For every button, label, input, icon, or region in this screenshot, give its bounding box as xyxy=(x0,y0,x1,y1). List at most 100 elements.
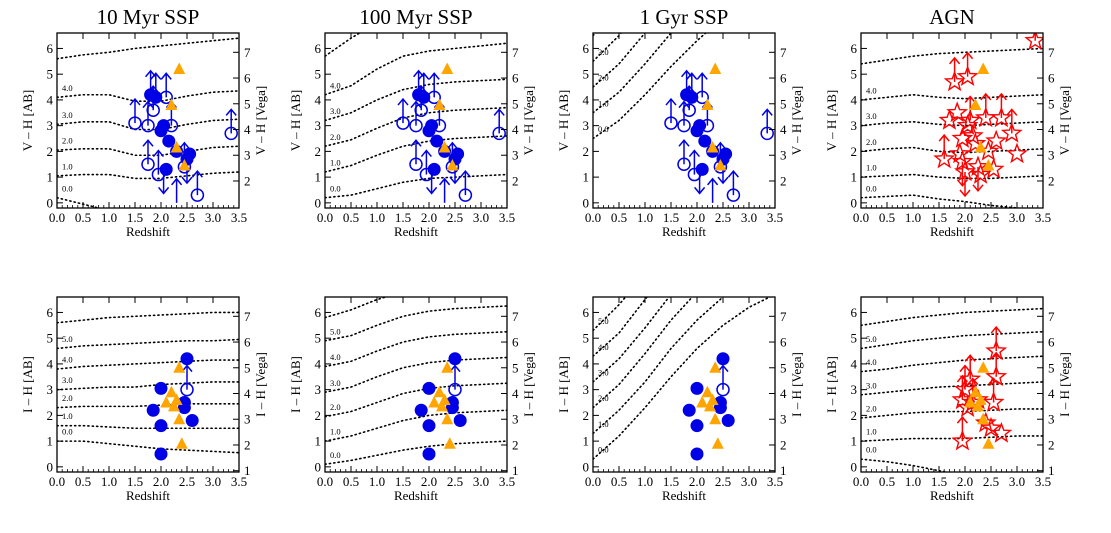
model-track xyxy=(57,440,239,454)
filled-circle-marker xyxy=(154,419,168,433)
model-track xyxy=(593,33,673,114)
open-circle-marker xyxy=(700,118,715,133)
y-tick-label-left: 1 xyxy=(47,170,54,185)
x-tick-label: 1.5 xyxy=(663,210,679,225)
y-tick-label-right: 7 xyxy=(1048,45,1055,60)
x-axis-label: Redshift xyxy=(394,224,438,239)
star-marker xyxy=(985,339,1008,361)
track-label: 3.0 xyxy=(866,111,877,121)
filled-circle-marker xyxy=(154,381,168,395)
y-tick-label-left: 4 xyxy=(583,92,590,107)
model-track xyxy=(861,381,1043,396)
x-tick-label: 0.0 xyxy=(317,210,333,225)
limit-arrow-head xyxy=(410,139,422,147)
filled-circle-marker xyxy=(430,134,444,148)
filled-circle-marker xyxy=(180,352,194,366)
x-tick-label: 0.5 xyxy=(611,474,627,489)
model-track xyxy=(325,330,507,368)
limit-arrow-head xyxy=(938,133,950,142)
y-tick-label-left: 3 xyxy=(315,382,322,397)
y-tick-label-right: 7 xyxy=(512,45,519,60)
y-tick-label-right: 6 xyxy=(244,71,251,86)
track-label: 1.0 xyxy=(330,427,341,437)
triangle-marker xyxy=(436,399,448,412)
limit-arrow-head xyxy=(493,108,505,116)
y-tick-label-right: 4 xyxy=(1048,386,1055,401)
y-tick-label-left: 2 xyxy=(315,408,322,423)
x-tick-label: 0.5 xyxy=(879,474,895,489)
y-tick-label-left: 2 xyxy=(583,408,590,423)
track-label: 0.0 xyxy=(62,427,73,437)
star-marker xyxy=(1024,33,1043,51)
y-tick-label-left: 4 xyxy=(315,356,322,371)
y-tick-label-left: 3 xyxy=(47,118,54,133)
model-track xyxy=(593,297,725,435)
x-tick-label: 0.0 xyxy=(853,474,869,489)
x-tick-label: 3.0 xyxy=(205,474,221,489)
open-circle-marker xyxy=(448,382,462,397)
limit-arrow-head xyxy=(152,149,164,158)
track-label: 1.0 xyxy=(62,161,73,171)
limit-arrow-head xyxy=(397,97,409,106)
limit-arrow-head xyxy=(142,100,154,109)
y-tick-label-left: 6 xyxy=(315,41,322,56)
x-tick-label: 0.0 xyxy=(49,210,65,225)
filled-circle-marker xyxy=(417,90,431,104)
panel-title: 100 Myr SSP xyxy=(359,5,472,29)
x-tick-label: 1.5 xyxy=(663,474,679,489)
limit-arrow-head xyxy=(158,186,170,195)
filled-circle-marker xyxy=(422,419,436,433)
x-tick-label: 2.5 xyxy=(179,210,195,225)
star-marker xyxy=(938,109,961,130)
y-tick-label-right: 4 xyxy=(780,386,787,401)
model-track xyxy=(861,47,1043,65)
y-axis-label-left: I – H [AB] xyxy=(556,356,571,413)
y-axis-label-left: I – H [AB] xyxy=(288,356,303,413)
triangle-marker xyxy=(977,412,990,425)
triangle-marker xyxy=(974,141,987,153)
open-circle-marker xyxy=(695,90,709,105)
model-track xyxy=(861,355,1043,373)
triangle-marker xyxy=(701,385,714,398)
y-axis-label-left: V – H [AB] xyxy=(824,90,839,152)
x-tick-label: 2.0 xyxy=(421,210,437,225)
limit-arrow-head xyxy=(449,364,461,373)
track-label: 4.0 xyxy=(62,355,73,365)
y-tick-label-right: 6 xyxy=(1048,71,1055,86)
y-tick-label-right: 3 xyxy=(1048,412,1055,427)
y-tick-label-right: 5 xyxy=(1048,360,1055,375)
star-marker xyxy=(964,132,987,153)
x-tick-label: 0.5 xyxy=(75,210,91,225)
star-marker xyxy=(943,70,966,92)
y-axis-label-left: V – H [AB] xyxy=(20,90,35,152)
open-circle-marker xyxy=(141,157,155,171)
y-tick-label-right: 7 xyxy=(512,309,519,324)
model-track xyxy=(57,37,239,60)
plot-frame xyxy=(324,32,508,209)
y-tick-label-right: 3 xyxy=(1048,148,1055,163)
x-tick-label: 2.0 xyxy=(957,474,973,489)
triangle-marker xyxy=(446,159,459,171)
open-circle-marker xyxy=(716,382,730,397)
track-label: 1.0 xyxy=(62,411,73,421)
open-circle-marker xyxy=(687,167,702,182)
y-tick-label-left: 6 xyxy=(315,305,322,320)
filled-circle-marker xyxy=(149,90,163,104)
y-tick-label-left: 5 xyxy=(851,331,858,346)
limit-arrow-head xyxy=(688,149,700,158)
track-label: 2.0 xyxy=(330,402,341,412)
x-tick-label: 3.0 xyxy=(205,210,221,225)
y-tick-label-left: 5 xyxy=(583,67,590,82)
y-tick-label-right: 5 xyxy=(244,96,251,111)
y-tick-label-right: 7 xyxy=(244,309,251,324)
model-track xyxy=(57,118,239,131)
y-tick-label-left: 1 xyxy=(851,434,858,449)
limit-arrow-head xyxy=(181,364,193,373)
star-marker xyxy=(946,101,969,123)
y-tick-label-left: 3 xyxy=(851,382,858,397)
model-track xyxy=(861,408,1043,419)
track-label: 1.0 xyxy=(598,98,609,108)
open-circle-marker xyxy=(726,188,741,202)
y-tick-label-left: 0 xyxy=(851,459,858,474)
track-label: 5.0 xyxy=(62,334,73,344)
